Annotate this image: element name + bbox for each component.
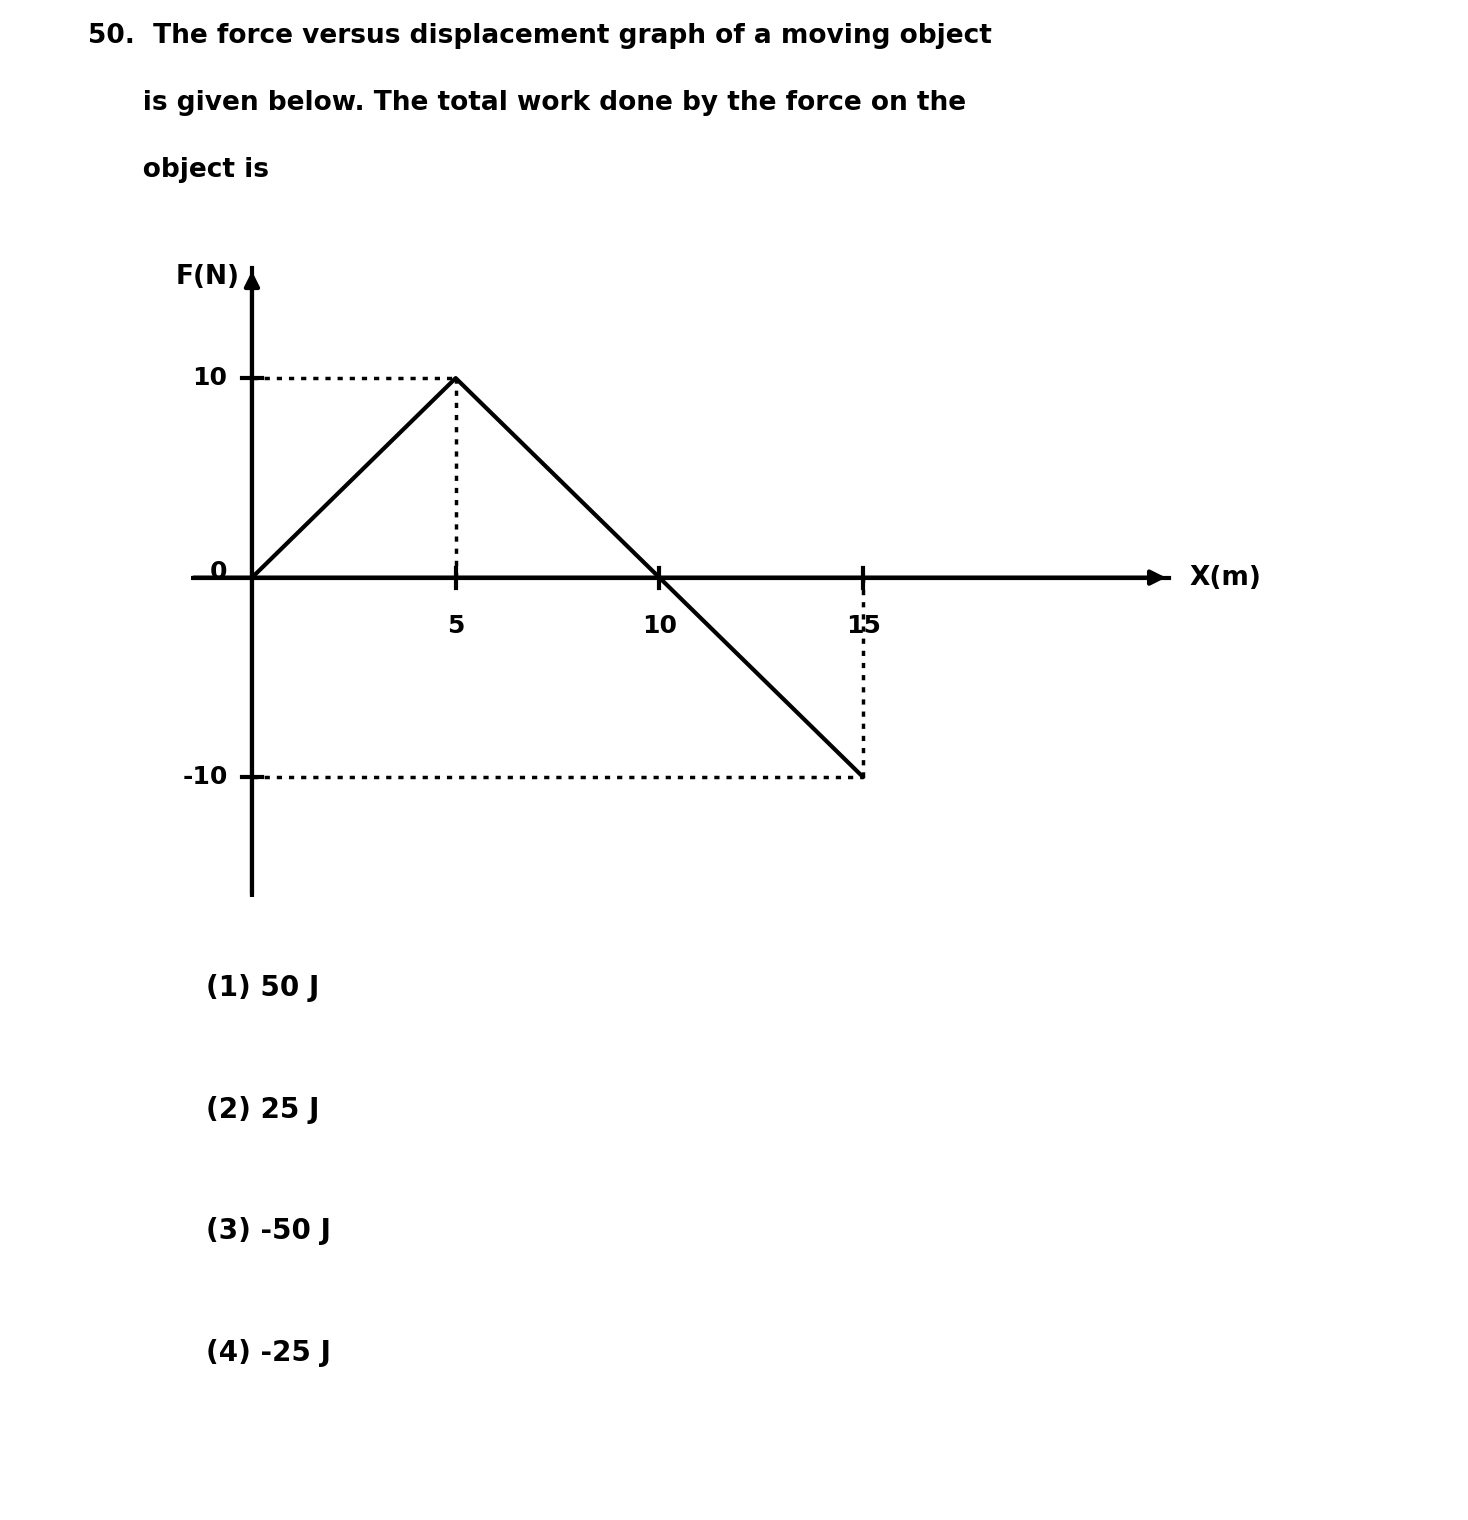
Text: (3) -50 J: (3) -50 J	[206, 1218, 330, 1245]
Text: 5: 5	[446, 614, 464, 637]
Text: object is: object is	[88, 157, 269, 184]
Text: 50.  The force versus displacement graph of a moving object: 50. The force versus displacement graph …	[88, 23, 992, 49]
Text: X(m): X(m)	[1189, 564, 1261, 591]
Text: (2) 25 J: (2) 25 J	[206, 1096, 319, 1123]
Text: 10: 10	[642, 614, 677, 637]
Text: 0: 0	[210, 559, 228, 584]
Text: is given below. The total work done by the force on the: is given below. The total work done by t…	[88, 90, 966, 116]
Text: (1) 50 J: (1) 50 J	[206, 974, 319, 1002]
Text: -10: -10	[182, 765, 228, 789]
Text: (4) -25 J: (4) -25 J	[206, 1339, 330, 1366]
Text: 15: 15	[846, 614, 881, 637]
Text: 10: 10	[192, 366, 228, 391]
Text: F(N): F(N)	[176, 264, 239, 290]
